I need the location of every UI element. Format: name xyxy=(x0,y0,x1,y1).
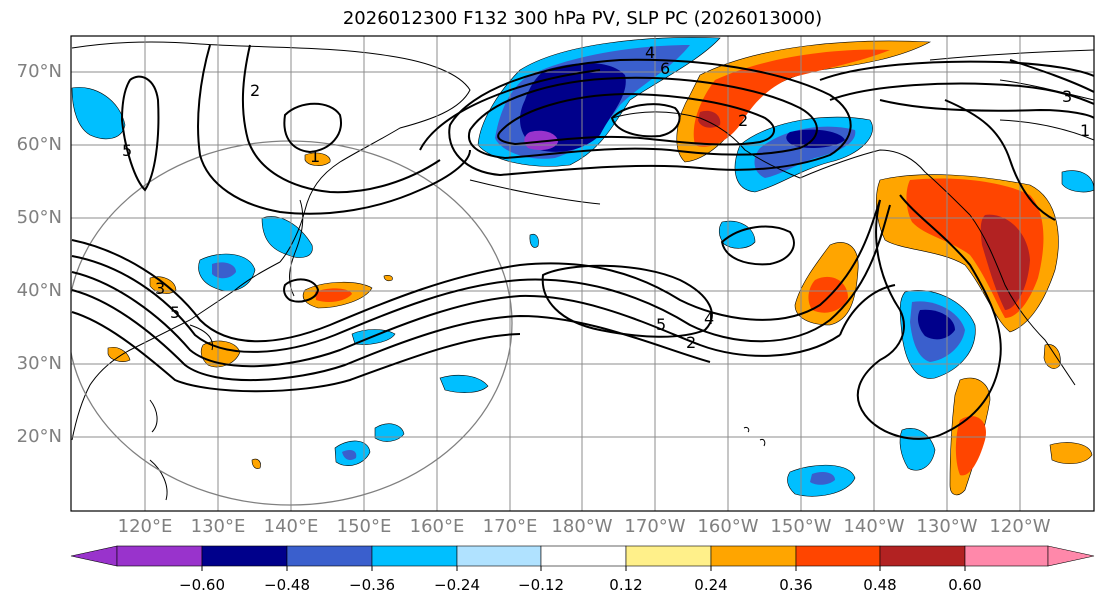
colorbar-bin xyxy=(371,545,458,567)
colorbar-upper-extend xyxy=(1047,545,1095,567)
lon-label: 130°E xyxy=(190,516,246,537)
lat-label: 40°N xyxy=(16,280,62,301)
colorbar-ticks xyxy=(201,566,966,571)
colorbar-bin xyxy=(116,545,203,567)
lon-label: 130°W xyxy=(916,516,978,537)
contour-label: 1 xyxy=(1080,121,1090,140)
pv-positive-area xyxy=(693,49,890,147)
colorbar-tick-label: −0.48 xyxy=(264,576,310,594)
colorbar-tick-label: 0.12 xyxy=(609,576,643,594)
colorbar xyxy=(70,545,1095,571)
colorbar-tick-label: −0.24 xyxy=(434,576,480,594)
colorbar-tick-label: 0.48 xyxy=(863,576,897,594)
pv-positive-area xyxy=(251,458,261,469)
colorbar-bin xyxy=(540,545,627,567)
colorbar-bin xyxy=(964,545,1049,567)
colorbar-bin xyxy=(286,545,373,567)
contour-label: 6 xyxy=(660,59,670,78)
contour-label: 5 xyxy=(656,315,666,334)
lon-label: 120°E xyxy=(117,516,173,537)
pv-negative-area xyxy=(439,374,489,393)
lat-label: 30°N xyxy=(16,353,62,374)
pv-positive-area xyxy=(315,288,352,302)
contour-label: 5 xyxy=(122,141,132,160)
colorbar-tick-label: −0.60 xyxy=(179,576,225,594)
lon-label: 120°W xyxy=(989,516,1051,537)
contour-label: 3 xyxy=(1062,87,1072,106)
lon-label: 170°E xyxy=(482,516,538,537)
map-panel: 1 2 4 5 6 1 2 5 3 3 5 4 2 xyxy=(71,36,1094,511)
pv-positive-area xyxy=(383,275,393,282)
lon-label: 170°W xyxy=(624,516,686,537)
pv-negative-area xyxy=(810,472,835,485)
colorbar-bin xyxy=(710,545,797,567)
contour-label: 4 xyxy=(704,309,714,328)
contour-label: 3 xyxy=(155,279,165,298)
pv-negative-area xyxy=(529,233,539,248)
pv-positive-area xyxy=(304,152,331,166)
lon-label: 150°E xyxy=(336,516,392,537)
colorbar-bin xyxy=(456,545,542,567)
colorbar-bin xyxy=(625,545,712,567)
pv-positive-area xyxy=(149,276,177,294)
pv-positive-area xyxy=(1049,442,1093,464)
colorbar-tick-label: 0.60 xyxy=(948,576,982,594)
pv-positive-area xyxy=(107,347,131,362)
pv-positive-area xyxy=(698,110,721,128)
colorbar-bin xyxy=(201,545,288,567)
lon-label: 140°E xyxy=(263,516,319,537)
contour-labels: 1 2 4 5 6 1 2 5 3 3 5 4 2 xyxy=(122,43,1090,352)
colorbar-tick-label: −0.36 xyxy=(349,576,395,594)
contour-label: 5 xyxy=(170,303,180,322)
colorbar-bin xyxy=(879,545,966,567)
pv-positive-area xyxy=(980,214,1030,310)
colorbar-tick-label: 0.36 xyxy=(779,576,813,594)
pv-negative-area xyxy=(342,450,357,460)
lon-label: 150°W xyxy=(770,516,832,537)
contour-label: 2 xyxy=(738,111,748,130)
colorbar-tick-label: 0.24 xyxy=(694,576,728,594)
colorbar-lower-extend xyxy=(70,545,118,567)
slp-contours xyxy=(71,44,1094,440)
lon-label: 160°E xyxy=(409,516,465,537)
pv-positive-area xyxy=(1043,344,1061,369)
lat-label: 70°N xyxy=(16,61,62,82)
map-title: 2026012300 F132 300 hPa PV, SLP PC (2026… xyxy=(342,8,823,29)
contour-label: 2 xyxy=(250,81,260,100)
colorbar-bin xyxy=(795,545,881,567)
positive-pv-areas xyxy=(107,40,1093,496)
pv-negative-area xyxy=(520,63,626,152)
contour-label: 4 xyxy=(645,43,655,62)
pv-negative-area xyxy=(917,309,955,340)
lon-label: 180°W xyxy=(551,516,613,537)
pv-positive-area xyxy=(955,416,986,476)
lat-label: 50°N xyxy=(16,207,62,228)
contour-label: 1 xyxy=(310,147,320,166)
lat-label: 60°N xyxy=(16,134,62,155)
lat-label: 20°N xyxy=(16,426,62,447)
pv-negative-area xyxy=(261,216,313,258)
pv-negative-area xyxy=(71,87,126,140)
lon-label: 160°W xyxy=(697,516,759,537)
map-frame xyxy=(70,35,1095,512)
colorbar-tick-label: −0.12 xyxy=(518,576,564,594)
contour-label: 2 xyxy=(686,333,696,352)
lon-label: 140°W xyxy=(843,516,905,537)
